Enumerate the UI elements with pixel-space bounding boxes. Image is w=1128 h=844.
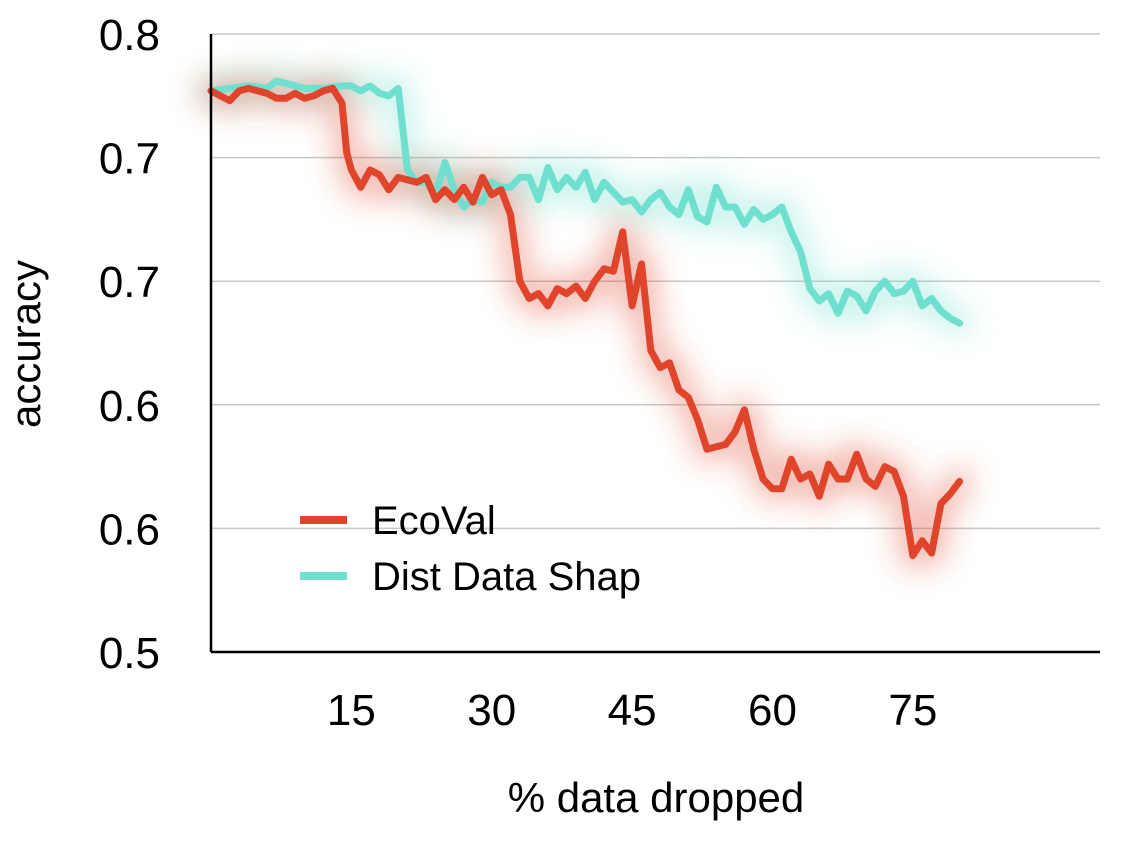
y-tick-label-0: 0.8 [99, 11, 160, 60]
x-tick-label-3: 60 [748, 686, 797, 735]
series-line-dist-data-shap [207, 77, 964, 327]
y-axis-label: accuracy [2, 260, 49, 428]
legend: EcoVal Dist Data Shap [300, 499, 641, 599]
x-tick-labels: 15 30 45 60 75 [327, 686, 937, 735]
series-glow [197, 67, 974, 570]
axes [209, 34, 1100, 654]
x-tick-label-0: 15 [327, 686, 376, 735]
x-tick-label-2: 45 [608, 686, 657, 735]
series-lines [207, 77, 964, 560]
legend-label-ecoval: EcoVal [372, 499, 496, 543]
y-tick-label-3: 0.6 [99, 382, 160, 431]
x-axis-label: % data dropped [508, 774, 805, 821]
x-tick-label-1: 30 [467, 686, 516, 735]
y-tick-label-4: 0.6 [99, 505, 160, 554]
series-line-ecoval [207, 84, 964, 560]
legend-label-dist-data-shap: Dist Data Shap [372, 555, 641, 599]
y-tick-label-5: 0.5 [99, 629, 160, 678]
y-tick-label-1: 0.7 [99, 135, 160, 184]
y-tick-labels: 0.8 0.7 0.7 0.6 0.6 0.5 [99, 11, 160, 678]
y-tick-label-2: 0.7 [99, 258, 160, 307]
x-tick-label-4: 75 [888, 686, 937, 735]
